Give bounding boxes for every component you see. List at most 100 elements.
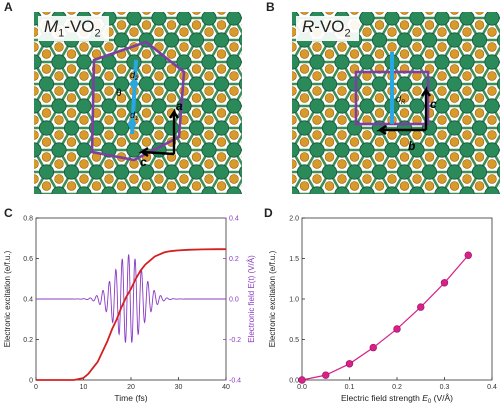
v-atom <box>213 120 230 136</box>
o-atom <box>216 49 227 59</box>
m1-vo2-title: M1-VO2 <box>38 16 109 42</box>
o-atom <box>362 130 372 140</box>
o-atom <box>474 108 485 118</box>
o-atom <box>412 174 422 184</box>
o-atom <box>399 137 410 147</box>
o-atom <box>324 152 335 162</box>
o-atom <box>104 115 114 125</box>
o-atom <box>166 93 177 103</box>
o-atom <box>191 64 202 74</box>
o-atom <box>487 159 497 169</box>
o-atom <box>116 137 127 147</box>
v-atom <box>201 54 217 70</box>
o-atom <box>141 137 152 147</box>
o-atom <box>462 42 472 52</box>
v-atom <box>34 98 42 114</box>
o-atom <box>349 181 360 191</box>
v-atom <box>163 76 180 92</box>
y-tick-label: 2.0 <box>289 216 299 223</box>
y-tick-label: 0.6 <box>23 256 33 263</box>
v-atom <box>384 12 400 26</box>
o-atom <box>104 86 114 96</box>
o-atom <box>312 159 322 169</box>
v-atom <box>226 186 242 194</box>
v-atom <box>113 120 130 136</box>
o-atom <box>487 115 497 125</box>
o-atom <box>449 64 460 74</box>
y2-axis-title: Electronic field E(t) (V/Å) <box>247 255 256 343</box>
o-atom <box>449 108 460 118</box>
v-atom <box>484 12 500 26</box>
o-atom <box>216 20 227 30</box>
v-atom <box>238 33 242 47</box>
o-atom <box>79 159 89 169</box>
o-atom <box>154 71 164 81</box>
v-atom <box>63 120 80 136</box>
o-atom <box>299 64 310 74</box>
o-atom <box>312 42 322 52</box>
o-atom <box>362 27 372 37</box>
y2-tick-label: 0.4 <box>229 216 239 223</box>
o-atom <box>192 12 201 15</box>
o-atom <box>104 42 114 52</box>
c-axis-arrow <box>138 147 175 157</box>
excitation-time-chart: 0 10 20 30 40 0 0.2 0.4 0.6 0.8 -0.4 -0.2 0.0 0.2 0.4 T… <box>3 216 256 404</box>
o-atom <box>462 130 472 140</box>
o-atom <box>399 152 410 162</box>
o-atom <box>337 71 347 81</box>
o-atom <box>54 71 64 81</box>
v-atom <box>38 164 55 180</box>
v-atom <box>292 186 300 194</box>
o-atom <box>141 20 152 30</box>
o-atom <box>292 86 297 96</box>
v-atom <box>51 186 67 194</box>
o-atom <box>41 93 52 103</box>
v-atom <box>213 164 230 180</box>
o-atom <box>487 86 497 96</box>
o-atom <box>374 20 385 30</box>
m1-vo2-structure: d2 d1 θ a c M1-VO2 <box>34 12 242 194</box>
o-atom <box>425 12 434 15</box>
o-atom <box>350 12 359 15</box>
o-atom <box>179 27 189 37</box>
data-point <box>417 303 425 311</box>
o-atom <box>412 27 422 37</box>
v-atom <box>163 164 180 180</box>
o-atom <box>399 20 410 30</box>
o-atom <box>104 130 114 140</box>
v-atom <box>34 54 42 70</box>
o-atom <box>91 181 102 191</box>
v-atom <box>471 120 488 136</box>
o-atom <box>216 108 227 118</box>
v-atom <box>496 33 500 47</box>
o-atom <box>92 12 101 15</box>
o-atom <box>292 174 297 184</box>
o-atom <box>337 42 347 52</box>
o-atom <box>324 93 335 103</box>
o-atom <box>154 115 164 125</box>
v-atom <box>309 98 325 114</box>
v-atom <box>309 54 325 70</box>
o-atom <box>66 108 77 118</box>
o-atom <box>229 42 239 52</box>
v-atom <box>176 54 192 70</box>
v-atom <box>188 120 205 136</box>
o-atom <box>487 42 497 52</box>
o-atom <box>191 152 202 162</box>
v-atom <box>496 165 500 179</box>
c-axis-arrow <box>421 86 431 130</box>
o-atom <box>337 86 347 96</box>
v-atom <box>334 142 350 158</box>
v-atom <box>421 32 438 48</box>
y-tick-label: 0.8 <box>23 216 33 223</box>
v-atom <box>38 76 55 92</box>
o-atom <box>337 130 347 140</box>
o-atom <box>449 181 460 191</box>
v-atom <box>484 142 500 158</box>
atom-layer <box>292 12 500 194</box>
v-atom <box>409 98 425 114</box>
v-atom <box>138 76 155 92</box>
o-atom <box>66 64 77 74</box>
o-atom <box>449 152 460 162</box>
panel-label-b: B <box>266 0 275 14</box>
